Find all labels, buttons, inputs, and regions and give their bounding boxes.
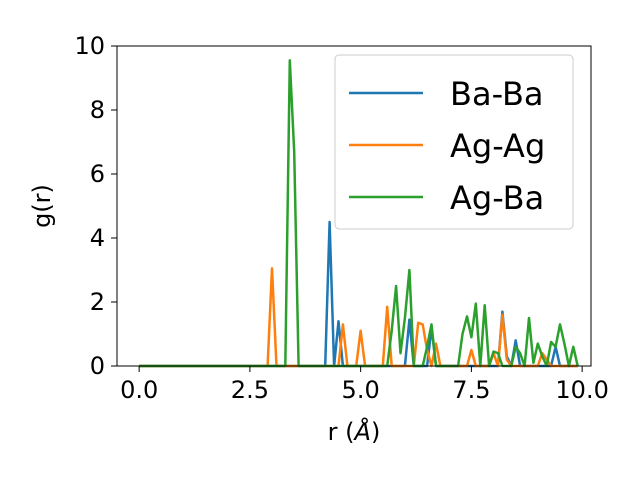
y-tick-label: 6	[90, 160, 105, 188]
x-tick-label: 5.0	[342, 376, 380, 404]
x-tick-label: 7.5	[452, 376, 490, 404]
x-tick-label: 2.5	[231, 376, 269, 404]
legend-label-ag-ba: Ag-Ba	[450, 179, 544, 217]
x-axis-title: r (Å)	[328, 417, 381, 446]
x-tick-label: 0.0	[120, 376, 158, 404]
y-tick-label: 4	[90, 224, 105, 252]
y-tick-label: 0	[90, 352, 105, 380]
y-tick-label: 10	[74, 32, 105, 60]
legend-label-ag-ag: Ag-Ag	[450, 127, 545, 165]
x-tick-label: 10.0	[555, 376, 608, 404]
series-line-ag-ag	[139, 267, 578, 368]
legend-label-ba-ba: Ba-Ba	[450, 75, 544, 113]
legend: Ba-Ba Ag-Ag Ag-Ba	[334, 54, 574, 230]
x-axis: 0.0 2.5 5.0 7.5 10.0	[120, 366, 609, 404]
y-axis-title: g(r)	[28, 184, 56, 228]
y-tick-label: 2	[90, 288, 105, 316]
axes-frame	[116, 45, 592, 367]
legend-box	[334, 54, 574, 230]
y-tick-label: 8	[90, 96, 105, 124]
y-axis: 0 2 4 6 8 10	[74, 32, 117, 380]
